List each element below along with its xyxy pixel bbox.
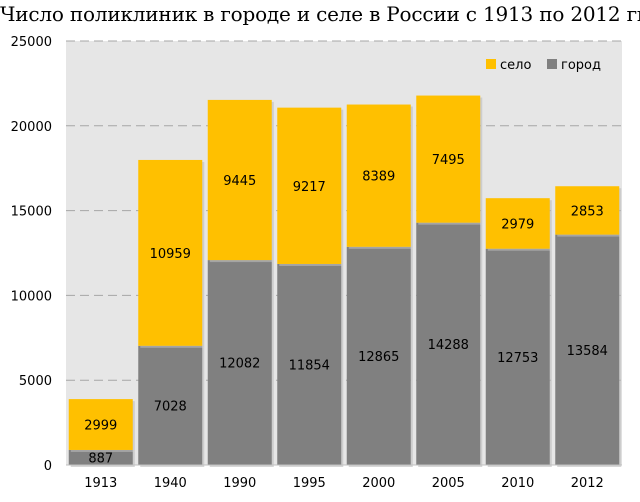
data-label: 11854 (289, 358, 330, 373)
bar-gorod-1990 (207, 260, 272, 465)
data-label: 887 (88, 451, 113, 466)
x-tick-label: 1990 (223, 476, 256, 491)
data-labels: 887 2999 7028 10959 12082 9445 11854 9217 12865 8… (84, 153, 608, 466)
data-label: 7495 (432, 153, 465, 168)
data-label: 2979 (501, 217, 534, 232)
data-label: 14288 (428, 338, 469, 353)
bar-selo-1940 (138, 159, 203, 346)
data-label: 9217 (293, 180, 326, 195)
data-label: 8389 (362, 170, 395, 185)
x-tick-label: 1913 (84, 476, 117, 491)
y-axis: 0 5000 10000 15000 20000 25000 (11, 35, 52, 474)
legend-label: город (561, 58, 601, 73)
bar-selo-2010 (485, 198, 550, 249)
x-tick-label: 2010 (501, 476, 534, 491)
data-label: 13584 (567, 344, 608, 359)
x-tick-label: 1940 (154, 476, 187, 491)
bar-gorod-2000 (346, 246, 411, 465)
bar-gorod-1940 (138, 345, 203, 465)
bar-selo-1990 (207, 99, 272, 261)
legend-swatch (547, 59, 557, 69)
bar-selo-1995 (277, 107, 342, 264)
bar-selo-2000 (346, 104, 411, 247)
legend-label: село (500, 58, 531, 73)
y-tick-label: 25000 (11, 35, 52, 50)
bar-gorod-1995 (277, 263, 342, 465)
x-axis: 1913 1940 1990 1995 2000 2005 2010 2012 (66, 464, 622, 491)
bar-selo-2005 (416, 95, 481, 223)
data-label: 10959 (150, 247, 191, 262)
x-tick-label: 2000 (362, 476, 395, 491)
bars (68, 95, 622, 467)
bar-gorod-1913 (68, 449, 133, 465)
data-label: 7028 (154, 399, 187, 414)
legend: село город (486, 58, 601, 73)
data-label: 9445 (223, 174, 256, 189)
x-tick-label: 2012 (571, 476, 604, 491)
data-label: 2999 (84, 419, 117, 434)
data-label: 12865 (358, 350, 399, 365)
legend-swatch (486, 59, 496, 69)
bar-gorod-2010 (485, 248, 550, 465)
x-tick-label: 2005 (432, 476, 465, 491)
bar-selo-1913 (68, 399, 133, 450)
y-tick-label: 0 (44, 459, 52, 474)
chart-title: Число поликлиник в городе и селе в Росси… (0, 2, 640, 26)
y-tick-label: 15000 (11, 205, 52, 220)
data-label: 2853 (571, 204, 604, 219)
data-label: 12082 (219, 357, 260, 372)
x-tick-label: 1995 (293, 476, 326, 491)
y-tick-label: 10000 (11, 289, 52, 304)
bar-gorod-2005 (416, 222, 481, 465)
y-tick-label: 5000 (19, 374, 52, 389)
data-label: 12753 (497, 351, 538, 366)
bar-selo-2012 (555, 186, 620, 235)
y-tick-label: 20000 (11, 120, 52, 135)
bar-gorod-2012 (555, 234, 620, 465)
